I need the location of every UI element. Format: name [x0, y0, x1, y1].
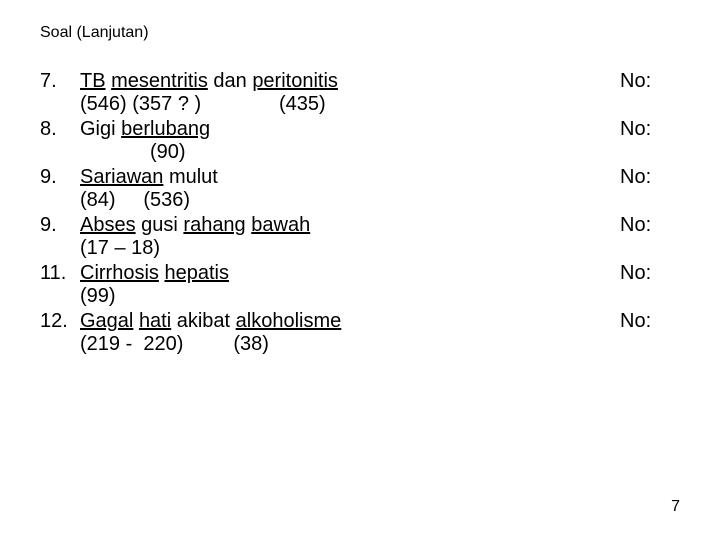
no-label: No:	[620, 166, 680, 189]
no-label: No:	[620, 262, 680, 285]
no-label: No:	[620, 118, 680, 141]
item-codes: (546) (357 ? ) (435)	[80, 93, 680, 116]
page: Soal (Lanjutan) 7. TB mesentritis dan pe…	[0, 0, 720, 540]
page-number: 7	[671, 498, 680, 516]
item-text: Gagal hati akibat alkoholisme	[80, 310, 620, 333]
item-number: 11.	[40, 262, 80, 285]
item-codes: (84) (536)	[80, 189, 680, 212]
item-text: Gigi berlubang	[80, 118, 620, 141]
item-codes: (99)	[80, 285, 680, 308]
item-codes: (219 - 220) (38)	[80, 333, 680, 356]
item-codes: (17 – 18)	[80, 237, 680, 260]
question-list: 7. TB mesentritis dan peritonitis No: (5…	[40, 70, 680, 356]
list-item: 12. Gagal hati akibat alkoholisme No:	[40, 310, 680, 333]
list-item: 11. Cirrhosis hepatis No:	[40, 262, 680, 285]
no-label: No:	[620, 310, 680, 333]
list-item: 9. Abses gusi rahang bawah No:	[40, 214, 680, 237]
item-text: Abses gusi rahang bawah	[80, 214, 620, 237]
item-number: 7.	[40, 70, 80, 93]
list-item: 8. Gigi berlubang No:	[40, 118, 680, 141]
item-number: 9.	[40, 214, 80, 237]
page-title: Soal (Lanjutan)	[40, 24, 680, 42]
item-number: 9.	[40, 166, 80, 189]
no-label: No:	[620, 214, 680, 237]
item-number: 12.	[40, 310, 80, 333]
list-item: 9. Sariawan mulut No:	[40, 166, 680, 189]
item-codes: (90)	[150, 141, 680, 164]
item-number: 8.	[40, 118, 80, 141]
list-item: 7. TB mesentritis dan peritonitis No:	[40, 70, 680, 93]
item-text: TB mesentritis dan peritonitis	[80, 70, 620, 93]
item-text: Cirrhosis hepatis	[80, 262, 620, 285]
item-text: Sariawan mulut	[80, 166, 620, 189]
no-label: No:	[620, 70, 680, 93]
